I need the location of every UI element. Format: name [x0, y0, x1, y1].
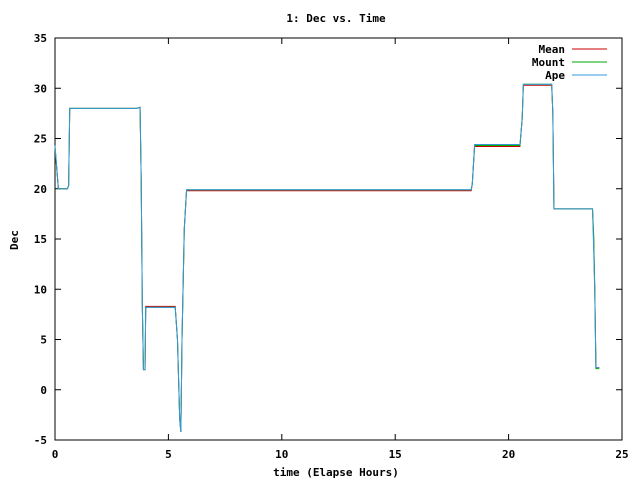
x-tick-label: 20 — [502, 448, 515, 461]
x-tick-label: 10 — [275, 448, 288, 461]
plot-frame — [54, 37, 623, 441]
y-tick-label: 5 — [40, 334, 47, 347]
legend-label-mean: Mean — [539, 43, 566, 56]
x-tick-label: 15 — [389, 448, 402, 461]
axis-ticks: 0 5 10 15 20 25 -5 0 5 10 15 20 25 30 35 — [34, 32, 629, 461]
y-tick-label: 15 — [34, 233, 47, 246]
chart-title: 1: Dec vs. Time — [286, 12, 386, 25]
x-tick-label: 5 — [165, 448, 172, 461]
legend-label-ape: Ape — [545, 69, 565, 82]
x-tick-label: 0 — [52, 448, 59, 461]
x-tick-label: 25 — [615, 448, 628, 461]
y-tick-label: 30 — [34, 82, 47, 95]
series-line-mean — [54, 84, 600, 433]
y-tick-label: 25 — [34, 133, 47, 146]
series-line-ape — [54, 83, 600, 433]
y-axis-label: Dec — [8, 230, 21, 250]
y-tick-label: 20 — [34, 183, 47, 196]
series-layer — [54, 83, 600, 433]
y-tick-label: 35 — [34, 32, 47, 45]
x-axis-label: time (Elapse Hours) — [273, 466, 399, 479]
series-line-mount — [54, 83, 600, 433]
y-tick-label: 0 — [40, 384, 47, 397]
legend-label-mount: Mount — [532, 56, 565, 69]
y-tick-label: -5 — [34, 434, 47, 447]
y-tick-label: 10 — [34, 283, 47, 296]
